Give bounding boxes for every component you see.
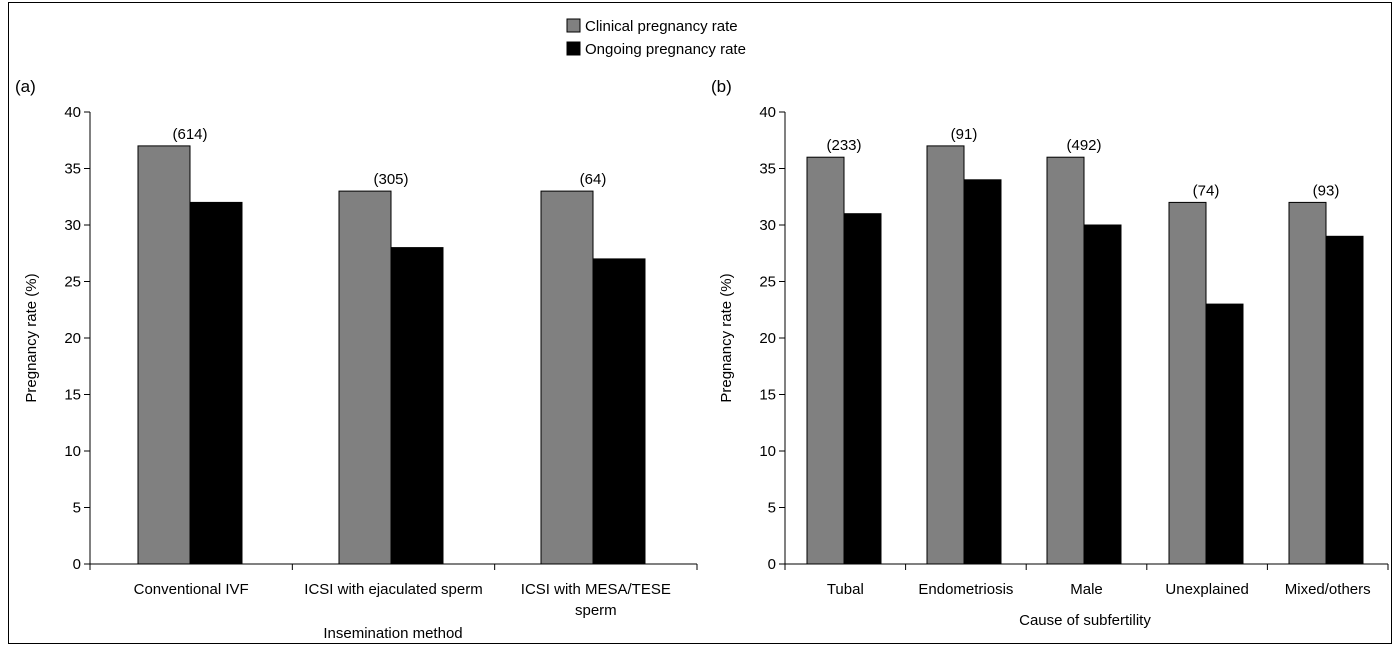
bar-annotation-b: (74)	[1193, 182, 1220, 199]
bar-annotation-b: (233)	[826, 137, 861, 154]
x-tick-label-b: Male	[1070, 581, 1103, 598]
bar-b-ongoing	[1325, 235, 1364, 565]
x-tick-label-a: Conventional IVF	[134, 581, 249, 598]
bar-b-ongoing	[1083, 224, 1122, 565]
figure-frame	[8, 2, 1392, 644]
y-tick-label-b: 35	[759, 161, 776, 178]
bar-a-ongoing	[592, 258, 646, 565]
y-tick-label-a: 35	[64, 161, 81, 178]
bar-annotation-b: (93)	[1313, 182, 1340, 199]
y-tick-label-b: 15	[759, 387, 776, 404]
y-tick-label-a: 30	[64, 217, 81, 234]
y-tick-label-a: 25	[64, 274, 81, 291]
legend-label-ongoing: Ongoing pregnancy rate	[585, 41, 746, 58]
y-tick-label-a: 0	[73, 556, 81, 573]
x-axis-label-b: Cause of subfertility	[1019, 612, 1151, 629]
y-tick-label-b: 25	[759, 274, 776, 291]
bar-b-ongoing	[843, 213, 882, 565]
panel-b: (b) 0 5 10 15 20 25 30 35 40 Pregnancy rate (%) Cau…	[711, 77, 1389, 629]
panel-label-b: (b)	[711, 77, 732, 96]
legend: Clinical pregnancy rate Ongoing pregnanc…	[566, 18, 746, 58]
y-tick-label-b: 40	[759, 104, 776, 121]
legend-label-clinical: Clinical pregnancy rate	[585, 18, 738, 35]
bar-b-clinical	[806, 156, 845, 565]
x-tick-label-b: Endometriosis	[918, 581, 1013, 598]
y-tick-label-b: 30	[759, 217, 776, 234]
x-tick-label-b: Mixed/others	[1285, 581, 1371, 598]
y-axis-label-b: Pregnancy rate (%)	[718, 273, 735, 402]
bar-a-ongoing	[390, 247, 444, 565]
panel-a: (a) 0 5 10 15 20 25 30 35 40 Pregnancy rate (%) Ins…	[15, 77, 698, 642]
x-axis-label-a: Insemination method	[323, 625, 462, 642]
bar-b-clinical	[1168, 201, 1207, 565]
bar-annotation-a: (64)	[580, 171, 607, 188]
y-tick-label-a: 5	[73, 500, 81, 517]
bar-a-clinical	[137, 145, 191, 565]
x-tick-label-a: ICSI with MESA/TESE	[521, 581, 671, 598]
panel-label-a: (a)	[15, 77, 36, 96]
y-tick-label-a: 15	[64, 387, 81, 404]
legend-swatch-clinical	[566, 18, 581, 33]
bar-b-clinical	[1046, 156, 1085, 565]
y-tick-label-a: 20	[64, 330, 81, 347]
bar-b-ongoing	[1205, 303, 1244, 565]
bar-a-ongoing	[189, 201, 243, 565]
y-tick-label-a: 40	[64, 104, 81, 121]
bar-annotation-b: (492)	[1066, 137, 1101, 154]
bar-b-clinical	[1288, 201, 1327, 565]
legend-swatch-ongoing	[566, 41, 581, 56]
x-tick-label-b: Unexplained	[1165, 581, 1248, 598]
bar-annotation-a: (614)	[172, 126, 207, 143]
x-tick-label-a: ICSI with ejaculated sperm	[304, 581, 482, 598]
y-tick-label-b: 20	[759, 330, 776, 347]
y-tick-label-b: 0	[768, 556, 776, 573]
bar-a-clinical	[540, 190, 594, 565]
y-tick-label-a: 10	[64, 443, 81, 460]
y-axis-label-a: Pregnancy rate (%)	[23, 273, 40, 402]
x-tick-label-b: Tubal	[827, 581, 864, 598]
bar-b-clinical	[926, 145, 965, 565]
bar-annotation-a: (305)	[373, 171, 408, 188]
bar-annotation-b: (91)	[951, 126, 978, 143]
y-tick-label-b: 5	[768, 500, 776, 517]
y-tick-label-b: 10	[759, 443, 776, 460]
bar-b-ongoing	[963, 179, 1002, 565]
x-tick-label-a: sperm	[575, 602, 617, 619]
bar-a-clinical	[338, 190, 392, 565]
